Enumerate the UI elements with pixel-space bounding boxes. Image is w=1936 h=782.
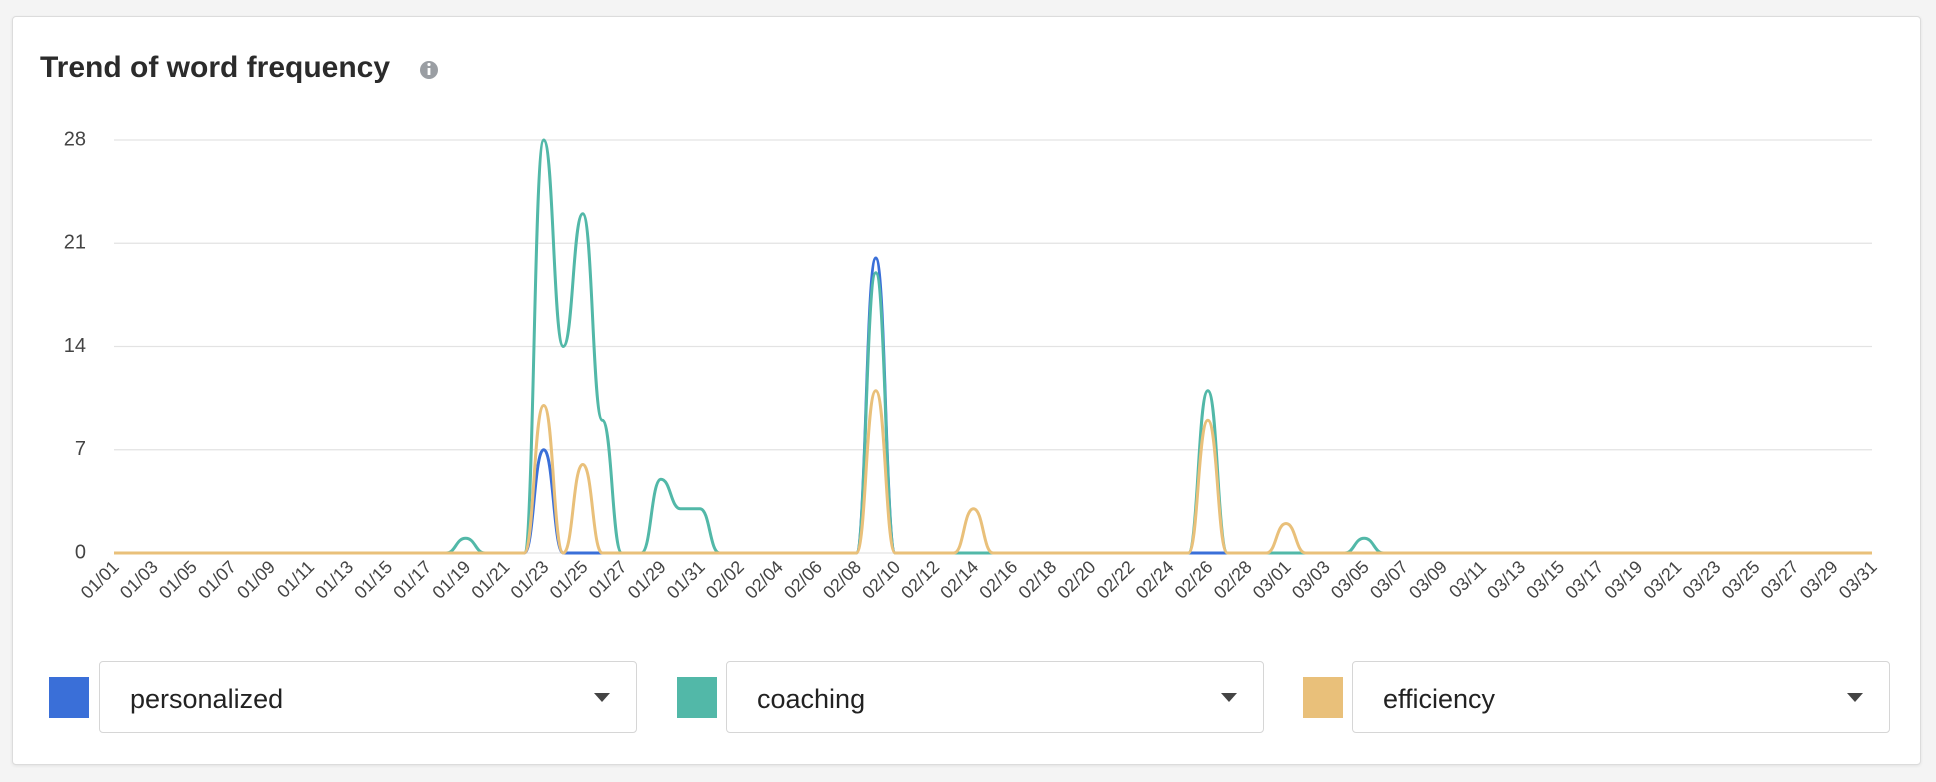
chart-title: Trend of word frequency [40,51,390,84]
x-tick-label: 01/09 [233,557,279,603]
x-tick-label: 01/29 [624,557,670,603]
x-tick-label: 03/31 [1835,557,1881,603]
x-tick-label: 02/28 [1210,557,1256,603]
y-tick-label: 21 [64,232,86,254]
series-dropdown[interactable]: personalized [99,661,637,733]
card [12,16,1921,765]
x-tick-label: 02/22 [1093,557,1139,603]
x-tick-label: 01/27 [585,557,631,603]
x-tick-label: 01/15 [350,557,396,603]
x-tick-label: 03/05 [1327,557,1373,603]
y-tick-label: 7 [75,438,86,460]
x-tick-label: 01/31 [663,557,709,603]
series-line [114,389,1872,555]
y-tick-label: 0 [75,541,86,563]
legend-label: efficiency [1383,684,1496,714]
x-tick-label: 03/27 [1757,557,1803,603]
x-tick-label: 03/17 [1561,557,1607,603]
x-tick-label: 03/15 [1522,557,1568,603]
legend-label: personalized [130,684,284,714]
series-line [114,256,1872,555]
x-tick-label: 01/11 [273,557,318,602]
x-tick-label: 03/29 [1796,557,1842,603]
x-tick-label: 01/01 [77,557,123,603]
x-tick-label: 02/16 [975,557,1021,603]
series-dropdown[interactable]: coaching [726,661,1264,733]
legend-swatch [1303,677,1343,718]
legend-swatch [49,677,89,718]
x-tick-label: 02/04 [741,557,787,603]
info-icon [420,61,438,79]
x-tick-label: 03/19 [1600,557,1646,603]
x-tick-label: 02/18 [1014,557,1060,603]
x-tick-label: 02/24 [1132,557,1178,603]
x-tick-label: 03/21 [1640,557,1686,603]
x-tick-label: 01/19 [428,557,474,603]
y-tick-label: 28 [64,128,86,150]
series-dropdown[interactable]: efficiency [1352,661,1890,733]
x-tick-label: 02/14 [936,557,982,603]
legend-swatch [677,677,717,718]
x-tick-label: 01/17 [389,557,435,603]
y-tick-label: 14 [64,335,86,357]
x-tick-label: 01/05 [155,557,201,603]
x-tick-label: 02/02 [702,557,748,603]
x-tick-label: 03/07 [1366,557,1412,603]
x-tick-label: 03/09 [1405,557,1451,603]
dropdown-caret [594,693,610,702]
x-tick-label: 02/20 [1054,557,1100,603]
x-tick-label: 02/26 [1171,557,1217,603]
x-tick-label: 03/25 [1718,557,1764,603]
x-tick-label: 01/03 [116,557,162,603]
x-tick-label: 01/21 [468,557,514,603]
x-tick-label: 03/03 [1288,557,1334,603]
dropdown-caret [1847,693,1863,702]
x-tick-label: 03/13 [1483,557,1529,603]
x-tick-label: 03/01 [1249,557,1295,603]
x-tick-label: 02/12 [897,557,943,603]
x-tick-label: 03/23 [1679,557,1725,603]
x-tick-label: 01/07 [194,557,240,603]
x-tick-label: 02/08 [819,557,865,603]
x-tick-label: 01/25 [546,557,592,603]
x-tick-label: 02/06 [780,557,826,603]
x-tick-label: 01/23 [507,557,553,603]
x-tick-label: 02/10 [858,557,904,603]
legend-label: coaching [757,684,866,714]
dropdown-caret [1221,693,1237,702]
x-tick-label: 03/11 [1445,557,1490,602]
x-tick-label: 01/13 [311,557,357,603]
